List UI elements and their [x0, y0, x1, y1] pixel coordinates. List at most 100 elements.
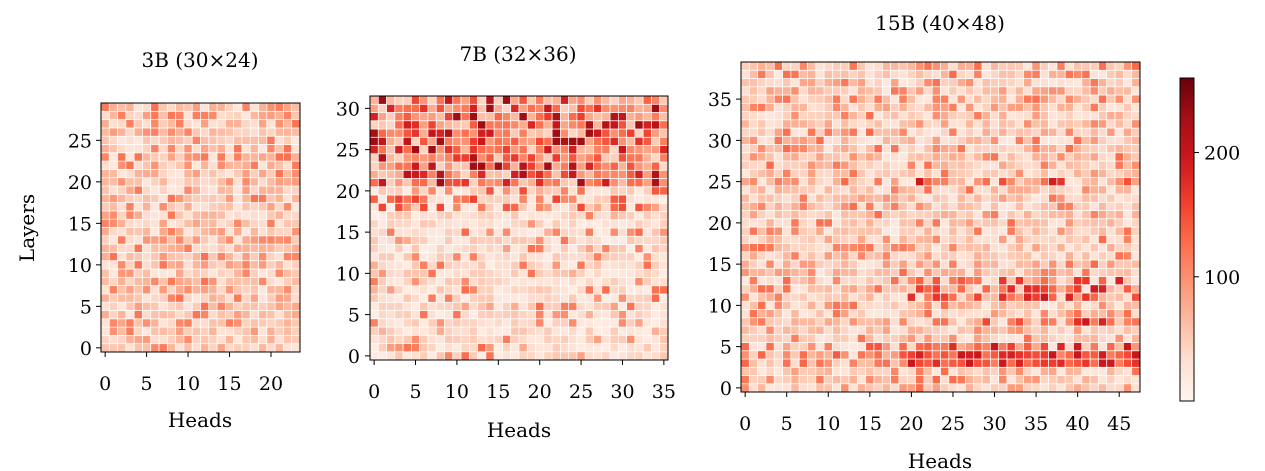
heatmap-cell [1098, 325, 1108, 335]
heatmap-cell [1081, 160, 1091, 170]
heatmap-cell [510, 334, 520, 344]
heatmap-cell [435, 219, 445, 229]
heatmap-cell [773, 267, 783, 277]
heatmap-cell [890, 119, 900, 129]
heatmap-cell [493, 194, 503, 204]
heatmap-cell [125, 301, 135, 311]
heatmap-cell [601, 260, 611, 270]
heatmap-cell [931, 86, 941, 96]
heatmap-cell [1073, 61, 1083, 71]
heatmap-cell [502, 219, 512, 229]
heatmap-cell [158, 310, 168, 320]
heatmap-cell [998, 201, 1008, 211]
heatmap-cell [402, 153, 412, 163]
heatmap-cell [832, 259, 842, 269]
heatmap-cell [1073, 144, 1083, 154]
heatmap-cell [183, 102, 193, 112]
heatmap-cell [798, 102, 808, 112]
heatmap-cell [560, 120, 570, 130]
heatmap-cell [840, 325, 850, 335]
heatmap-cell [832, 119, 842, 129]
heatmap-cell [765, 185, 775, 195]
heatmap-cell [626, 161, 636, 171]
heatmap-cell [601, 186, 611, 196]
heatmap-cell [576, 244, 586, 254]
heatmap-cell [1023, 333, 1033, 343]
heatmap-cell [576, 153, 586, 163]
heatmap-cell [1114, 243, 1124, 253]
heatmap-cell [773, 325, 783, 335]
heatmap-cell [166, 193, 176, 203]
heatmap-cell [100, 285, 110, 295]
heatmap-cell [158, 227, 168, 237]
heatmap-cell [765, 243, 775, 253]
heatmap-cell [1006, 317, 1016, 327]
heatmap-cell [560, 334, 570, 344]
heatmap-cell [526, 318, 536, 328]
heatmap-cell [108, 252, 118, 262]
heatmap-cell [225, 326, 235, 336]
heatmap-cell [1064, 144, 1074, 154]
heatmap-cell [274, 252, 284, 262]
heatmap-cell [940, 267, 950, 277]
heatmap-cell [419, 120, 429, 130]
heatmap-cell [1123, 144, 1133, 154]
heatmap-cell [823, 300, 833, 310]
heatmap-cell [460, 301, 470, 311]
heatmap-cell [249, 318, 259, 328]
heatmap-cell [402, 293, 412, 303]
heatmap-cell [609, 169, 619, 179]
heatmap-cell [898, 226, 908, 236]
heatmap-cell [266, 326, 276, 336]
heatmap-cell [452, 194, 462, 204]
heatmap-cell [377, 301, 387, 311]
heatmap-cell [493, 252, 503, 262]
heatmap-cell [807, 234, 817, 244]
heatmap-cell [1064, 94, 1074, 104]
heatmap-cell [468, 318, 478, 328]
heatmap-cell [948, 111, 958, 121]
heatmap-cell [998, 234, 1008, 244]
heatmap-cell [518, 301, 528, 311]
heatmap-cell [617, 277, 627, 287]
heatmap-cell [757, 292, 767, 302]
heatmap-cell [1131, 267, 1141, 277]
heatmap-cell [601, 120, 611, 130]
heatmap-cell [117, 185, 127, 195]
heatmap-cell [200, 293, 210, 303]
heatmap-cell [865, 366, 875, 376]
heatmap-cell [748, 276, 758, 286]
heatmap-cell [191, 326, 201, 336]
heatmap-cell [200, 285, 210, 295]
heatmap-cell [369, 277, 379, 287]
heatmap-cell [233, 293, 243, 303]
heatmap-cell [1098, 317, 1108, 327]
heatmap-cell [241, 293, 251, 303]
heatmap-cell [1031, 111, 1041, 121]
heatmap-cell [1123, 86, 1133, 96]
heatmap-cell [117, 276, 127, 286]
heatmap-cell [765, 177, 775, 187]
heatmap-cell [166, 260, 176, 270]
heatmap-cell [477, 169, 487, 179]
heatmap-cell [233, 268, 243, 278]
heatmap-cell [166, 227, 176, 237]
heatmap-cell [956, 375, 966, 385]
heatmap-cell [740, 383, 750, 393]
heatmap-cell [274, 144, 284, 154]
heatmap-cell [551, 186, 561, 196]
heatmap-cell [823, 342, 833, 352]
heatmap-cell [377, 343, 387, 353]
heatmap-cell [765, 152, 775, 162]
heatmap-cell [1064, 168, 1074, 178]
heatmap-cell [915, 193, 925, 203]
heatmap-cell [1031, 251, 1041, 261]
heatmap-cell [485, 95, 495, 105]
heatmap-cell [973, 210, 983, 220]
heatmap-cell [291, 110, 301, 120]
heatmap-cell [576, 202, 586, 212]
heatmap-cell [840, 185, 850, 195]
heatmap-cell [1006, 127, 1016, 137]
heatmap-cell [444, 202, 454, 212]
heatmap-cell [931, 284, 941, 294]
